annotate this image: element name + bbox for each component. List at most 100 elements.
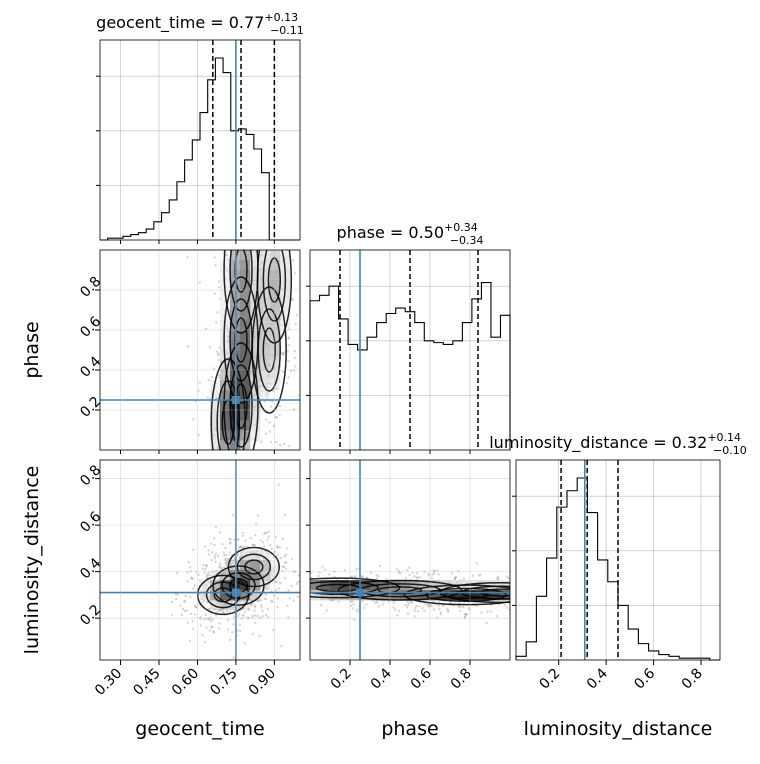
sample-point [276,597,279,600]
sample-point [286,547,289,550]
sample-point [201,634,204,637]
density-cell [260,370,271,381]
sample-point [218,562,222,565]
sample-point [252,543,255,546]
sample-point [225,454,227,456]
density-cell [310,580,321,591]
sample-point [179,604,182,607]
sample-point [202,563,205,567]
density-cell [400,580,411,591]
density-cell [250,350,261,361]
sample-point [180,613,184,617]
sample-point [354,574,357,578]
sample-point [392,606,395,609]
density-cell [380,580,391,591]
sample-point [194,605,197,609]
sample-point [305,595,307,597]
density-cell [490,580,501,591]
sample-point [361,599,364,603]
sample-point [413,575,416,578]
density-cell [270,270,281,281]
sample-point [217,280,221,283]
x-axis-label: luminosity_distance [524,718,713,740]
contour-line [310,577,401,599]
sample-point [287,359,290,363]
sample-point [265,418,268,421]
sample-point [301,592,303,594]
density-cell [310,590,321,601]
sample-point [203,641,207,644]
sample-point [233,557,236,560]
density-cell [210,570,221,581]
density-cell [220,260,231,271]
sample-point [251,632,255,636]
x-tick-label: 0.2 [536,666,563,693]
sample-point [272,628,275,631]
sample-point [236,538,239,541]
sample-point [176,571,179,575]
sample-point [430,577,434,580]
contour-line [229,364,253,448]
sample-point [343,568,347,572]
sample-point [241,534,245,538]
sample-point [270,600,273,603]
sample-point [209,619,213,623]
histogram-step [100,57,300,241]
sample-point [238,546,241,549]
density-cell [360,590,371,601]
sample-point [284,561,287,564]
density-cell [250,340,261,351]
sample-point [264,432,268,435]
sample-point [205,583,208,587]
sample-point [262,532,266,536]
sample-point [283,442,286,446]
contour-line [216,380,240,450]
sample-point [197,573,200,576]
sample-point [495,615,499,618]
sample-point [278,413,281,417]
sample-point [410,600,413,604]
sample-point [243,642,246,645]
sample-point [432,608,436,611]
sample-point [218,297,222,301]
sample-point [351,607,355,610]
sample-point [266,538,269,541]
sample-point [459,610,462,613]
contour-line [236,553,272,581]
sample-point [321,565,324,568]
sample-point [439,613,443,616]
sample-point [217,286,221,289]
density-cell [270,560,281,571]
sample-point [261,615,265,618]
sample-point [278,404,282,408]
sample-point [228,455,230,457]
sample-point [277,546,280,549]
sample-point [268,456,270,458]
density-cell [220,440,231,450]
density-cell [210,410,221,421]
sample-point [264,593,268,597]
sample-point [191,577,195,581]
sample-point [207,617,211,621]
sample-point [427,572,430,576]
sample-point [256,614,259,618]
sample-point [512,580,514,582]
sample-point [222,458,224,460]
density-cell [220,430,231,441]
sample-point [418,576,422,579]
sample-point [189,595,192,599]
sample-point [272,424,276,428]
x-tick-label: 0.6 [631,665,658,692]
sample-point [229,538,232,541]
sample-point [415,604,418,608]
histogram-panel-geocent_time: geocent_time = 0.77+0.13 −0.11 [96,11,304,241]
density-cell [330,590,341,601]
density-cell [250,410,261,421]
sample-point [231,513,235,517]
sample-point [213,256,217,259]
sample-point [439,611,442,614]
sample-point [511,583,513,585]
sample-point [206,396,210,399]
sample-point [242,615,245,618]
sample-point [283,513,287,517]
